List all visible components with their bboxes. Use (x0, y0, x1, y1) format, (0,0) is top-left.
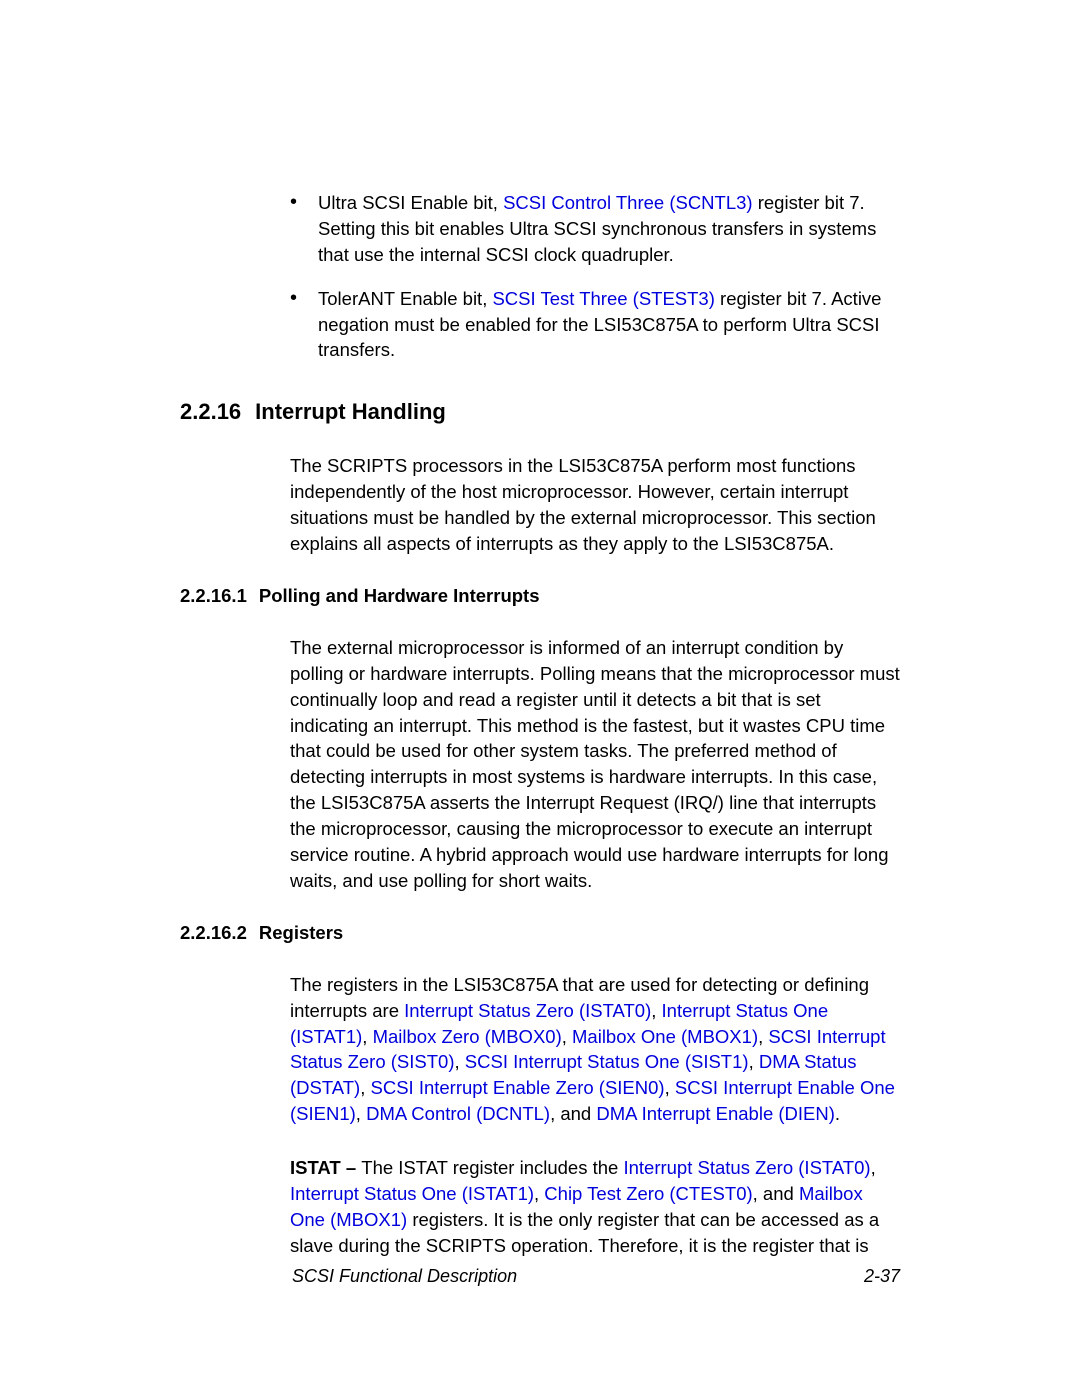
subsection-title: Polling and Hardware Interrupts (259, 585, 540, 606)
text: , (651, 1000, 661, 1021)
text: The ISTAT register includes the (361, 1157, 623, 1178)
text: , (362, 1026, 372, 1047)
section-heading: 2.2.16 Interrupt Handling (180, 399, 900, 425)
subsection-number: 2.2.16.2 (180, 922, 247, 944)
bullet-item: • TolerANT Enable bit, SCSI Test Three (… (290, 286, 900, 364)
link-istat0[interactable]: Interrupt Status Zero (ISTAT0) (404, 1000, 651, 1021)
text: , (665, 1077, 675, 1098)
subsection-title: Registers (259, 922, 343, 943)
text: , (749, 1051, 759, 1072)
subsection-heading: 2.2.16.1 Polling and Hardware Interrupts (180, 585, 900, 607)
subsection-heading-2: 2.2.16.2 Registers (180, 922, 900, 944)
section-number: 2.2.16 (180, 399, 241, 425)
sub2-para1: The registers in the LSI53C875A that are… (290, 972, 900, 1127)
bullet-marker: • (290, 286, 318, 364)
link-scntl3[interactable]: SCSI Control Three (SCNTL3) (503, 192, 753, 213)
subsection-number: 2.2.16.1 (180, 585, 247, 607)
link-istat1-2[interactable]: Interrupt Status One (ISTAT1) (290, 1183, 534, 1204)
bullet-pre: Ultra SCSI Enable bit, (318, 192, 503, 213)
bullet-list: • Ultra SCSI Enable bit, SCSI Control Th… (290, 190, 900, 363)
section-para: The SCRIPTS processors in the LSI53C875A… (290, 453, 900, 557)
page-number: 2-37 (864, 1266, 900, 1287)
text: , (562, 1026, 572, 1047)
link-sien0[interactable]: SCSI Interrupt Enable Zero (SIEN0) (371, 1077, 665, 1098)
section-title: Interrupt Handling (255, 399, 446, 424)
page-footer: SCSI Functional Description 2-37 (0, 1266, 1080, 1287)
bullet-text: TolerANT Enable bit, SCSI Test Three (ST… (318, 286, 900, 364)
link-dien[interactable]: DMA Interrupt Enable (DIEN) (596, 1103, 835, 1124)
link-ctest0[interactable]: Chip Test Zero (CTEST0) (544, 1183, 752, 1204)
bullet-pre: TolerANT Enable bit, (318, 288, 492, 309)
link-stest3[interactable]: SCSI Test Three (STEST3) (492, 288, 714, 309)
link-mbox0[interactable]: Mailbox Zero (MBOX0) (373, 1026, 562, 1047)
text: . (835, 1103, 840, 1124)
istat-label: ISTAT – (290, 1157, 361, 1178)
sub1-para: The external microprocessor is informed … (290, 635, 900, 894)
bullet-item: • Ultra SCSI Enable bit, SCSI Control Th… (290, 190, 900, 268)
text: , and (753, 1183, 799, 1204)
link-istat0-2[interactable]: Interrupt Status Zero (ISTAT0) (623, 1157, 870, 1178)
text: , (758, 1026, 768, 1047)
text: , (871, 1157, 876, 1178)
bullet-text: Ultra SCSI Enable bit, SCSI Control Thre… (318, 190, 900, 268)
sub2-para2: ISTAT – The ISTAT register includes the … (290, 1155, 900, 1259)
link-sist1[interactable]: SCSI Interrupt Status One (SIST1) (465, 1051, 749, 1072)
text: , (455, 1051, 465, 1072)
text: , (360, 1077, 370, 1098)
text: , and (550, 1103, 596, 1124)
footer-title: SCSI Functional Description (292, 1266, 517, 1287)
link-mbox1[interactable]: Mailbox One (MBOX1) (572, 1026, 758, 1047)
bullet-marker: • (290, 190, 318, 268)
link-dcntl[interactable]: DMA Control (DCNTL) (366, 1103, 550, 1124)
text: , (356, 1103, 366, 1124)
text: , (534, 1183, 544, 1204)
